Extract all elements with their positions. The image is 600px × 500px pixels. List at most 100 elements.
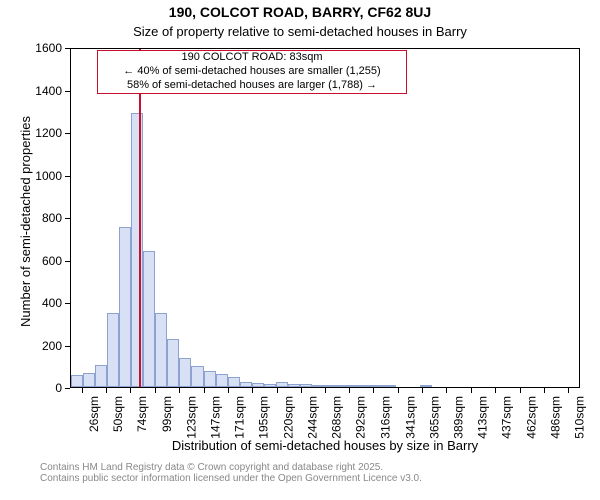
x-tick-mark (349, 388, 350, 393)
histogram-bar (252, 383, 264, 387)
annotation-box: 190 COLCOT ROAD: 83sqm← 40% of semi-deta… (97, 50, 407, 94)
x-tick-label: 171sqm (233, 396, 247, 439)
histogram-bar (288, 384, 300, 387)
x-tick-label: 437sqm (500, 396, 514, 439)
x-tick-label: 316sqm (378, 396, 392, 439)
y-tick-mark (65, 133, 70, 134)
plot-area (70, 48, 580, 388)
reference-line (139, 49, 141, 387)
histogram-bar (216, 374, 228, 387)
histogram-bar (228, 377, 240, 387)
histogram-bar (336, 385, 348, 387)
x-tick-label: 341sqm (403, 396, 417, 439)
caption-text: Contains HM Land Registry data © Crown c… (40, 462, 422, 484)
histogram-bar (131, 113, 143, 387)
x-tick-mark (106, 388, 107, 393)
x-tick-mark (325, 388, 326, 393)
y-tick-label: 400 (42, 296, 62, 310)
histogram-bar (240, 382, 252, 387)
x-tick-mark (544, 388, 545, 393)
y-tick-label: 600 (42, 254, 62, 268)
x-tick-label: 74sqm (135, 396, 149, 432)
x-axis-label: Distribution of semi-detached houses by … (70, 438, 580, 453)
histogram-bar (324, 385, 336, 387)
x-tick-mark (277, 388, 278, 393)
y-tick-label: 0 (55, 381, 62, 395)
x-tick-mark (179, 388, 180, 393)
caption-line: Contains public sector information licen… (40, 473, 422, 484)
histogram-bar (384, 385, 396, 387)
histogram-bar (348, 385, 360, 387)
histogram-bar (143, 251, 155, 387)
histogram-bar (276, 382, 288, 387)
y-tick-label: 200 (42, 339, 62, 353)
x-tick-mark (301, 388, 302, 393)
histogram-bar (71, 375, 83, 387)
annotation-line: 190 COLCOT ROAD: 83sqm (98, 51, 406, 65)
histogram-bar (300, 384, 312, 387)
y-tick-label: 1400 (35, 84, 62, 98)
caption-line: Contains HM Land Registry data © Crown c… (40, 462, 422, 473)
y-tick-label: 1600 (35, 41, 62, 55)
x-tick-mark (82, 388, 83, 393)
histogram-bar (119, 227, 131, 387)
y-axis-label: Number of semi-detached properties (18, 116, 33, 327)
x-tick-label: 123sqm (184, 396, 198, 439)
x-tick-label: 389sqm (451, 396, 465, 439)
y-tick-label: 800 (42, 211, 62, 225)
y-tick-mark (65, 388, 70, 389)
x-tick-label: 220sqm (282, 396, 296, 439)
x-tick-label: 147sqm (209, 396, 223, 439)
y-tick-mark (65, 218, 70, 219)
histogram-bar (360, 385, 372, 387)
chart-subtitle: Size of property relative to semi-detach… (0, 24, 600, 39)
y-tick-mark (65, 346, 70, 347)
x-tick-mark (471, 388, 472, 393)
y-tick-mark (65, 303, 70, 304)
x-tick-label: 244sqm (306, 396, 320, 439)
histogram-bar (167, 339, 179, 387)
x-tick-mark (204, 388, 205, 393)
x-tick-mark (446, 388, 447, 393)
histogram-chart: 190, COLCOT ROAD, BARRY, CF62 8UJ Size o… (0, 0, 600, 500)
y-tick-mark (65, 48, 70, 49)
histogram-bar (95, 365, 107, 387)
x-tick-label: 486sqm (549, 396, 563, 439)
histogram-bar (107, 313, 119, 387)
histogram-bar (372, 385, 384, 387)
x-tick-label: 99sqm (160, 396, 174, 432)
histogram-bar (420, 385, 432, 387)
annotation-line: 58% of semi-detached houses are larger (… (98, 79, 406, 93)
x-tick-mark (568, 388, 569, 393)
histogram-bar (155, 313, 167, 387)
x-tick-mark (422, 388, 423, 393)
x-tick-mark (252, 388, 253, 393)
y-tick-mark (65, 91, 70, 92)
x-tick-label: 195sqm (257, 396, 271, 439)
x-tick-mark (130, 388, 131, 393)
y-tick-label: 1200 (35, 126, 62, 140)
histogram-bar (312, 385, 324, 387)
x-tick-mark (228, 388, 229, 393)
y-tick-mark (65, 176, 70, 177)
histogram-bar (191, 366, 203, 387)
histogram-bar (264, 384, 276, 387)
x-tick-mark (155, 388, 156, 393)
histogram-bar (179, 358, 191, 387)
x-tick-mark (373, 388, 374, 393)
x-tick-label: 462sqm (525, 396, 539, 439)
histogram-bar (204, 371, 216, 387)
chart-title: 190, COLCOT ROAD, BARRY, CF62 8UJ (0, 4, 600, 20)
x-tick-mark (520, 388, 521, 393)
annotation-line: ← 40% of semi-detached houses are smalle… (98, 65, 406, 79)
x-tick-label: 50sqm (111, 396, 125, 432)
x-tick-mark (398, 388, 399, 393)
x-tick-label: 292sqm (354, 396, 368, 439)
x-tick-label: 510sqm (573, 396, 587, 439)
x-tick-label: 365sqm (427, 396, 441, 439)
y-tick-label: 1000 (35, 169, 62, 183)
y-tick-mark (65, 261, 70, 262)
x-tick-label: 26sqm (87, 396, 101, 432)
histogram-bar (83, 373, 95, 387)
x-tick-label: 413sqm (476, 396, 490, 439)
